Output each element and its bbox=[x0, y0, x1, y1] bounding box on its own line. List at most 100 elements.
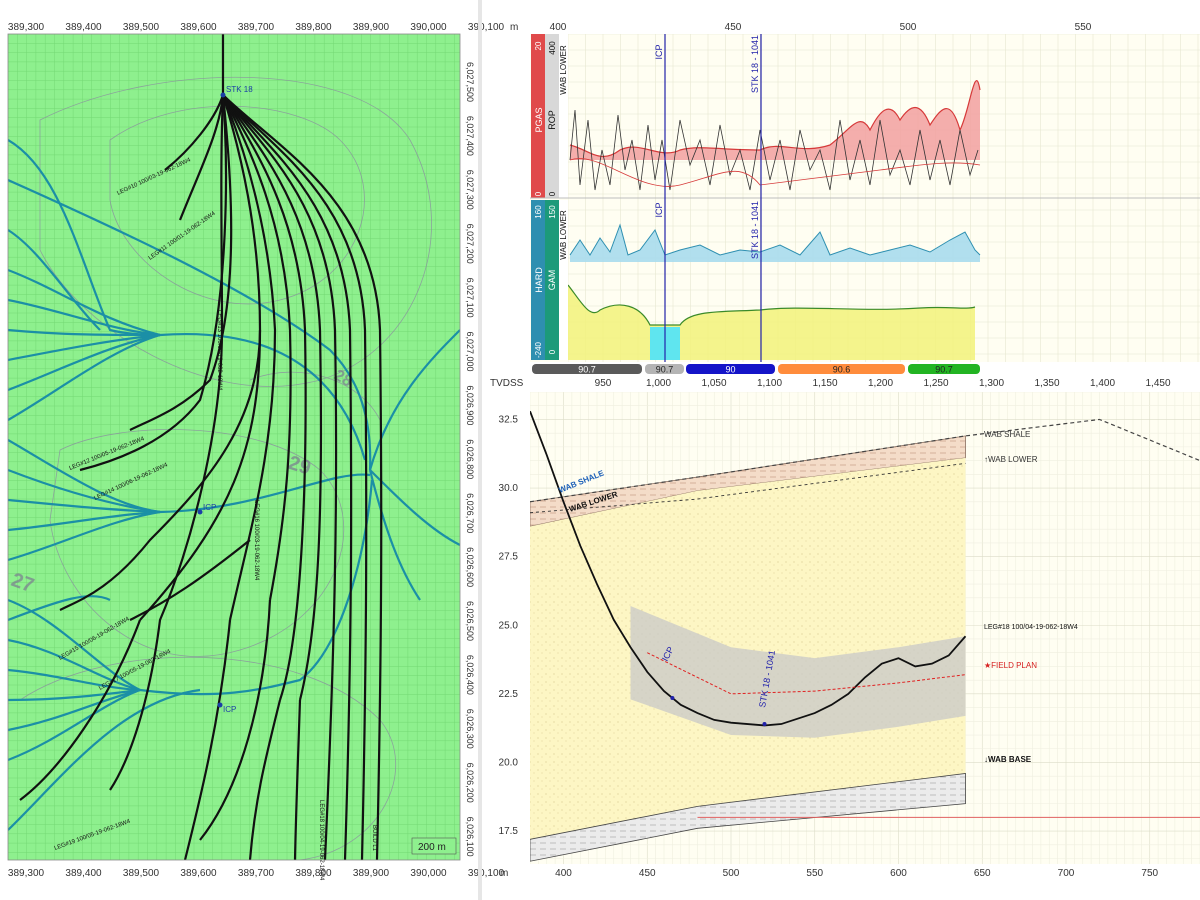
teal-well-trajectory bbox=[8, 688, 141, 762]
dip-segment[interactable]: 90.7 bbox=[532, 364, 642, 375]
map-view[interactable]: 29 27 28 bbox=[0, 0, 505, 900]
teal-well-trajectory bbox=[8, 688, 141, 702]
section-y-axis: 32.5 30.0 27.5 25.0 22.5 20.0 17.5 bbox=[499, 414, 519, 837]
formation-label-right: ↓WAB BASE bbox=[984, 755, 1032, 764]
black-well-trajectory bbox=[59, 329, 262, 611]
x-top-tick-label: 1,150 bbox=[812, 378, 837, 389]
x-tick-label: 400 bbox=[555, 868, 572, 879]
section-x-axis-bottom: 400 450 500 550 600 650 700 750 bbox=[555, 868, 1158, 879]
pgas-thin-curve bbox=[569, 158, 981, 187]
x-tick-label: 650 bbox=[974, 868, 991, 879]
svg-text:90: 90 bbox=[725, 365, 735, 375]
map-x-tick-label: 389,500 bbox=[123, 22, 160, 33]
x-top-tick-label: 1,450 bbox=[1145, 378, 1170, 389]
map-x-tick-label: 389,800 bbox=[295, 868, 332, 879]
scale-bar: 200 m bbox=[411, 837, 457, 855]
teal-well-trajectory bbox=[8, 510, 161, 532]
black-well-trajectory bbox=[222, 94, 383, 860]
map-y-tick-label: 6,027,300 bbox=[465, 170, 475, 210]
rop-label: ROP bbox=[547, 110, 557, 130]
dip-bar[interactable]: 90.7 90.7 90 90.6 90.7 bbox=[532, 364, 980, 375]
black-well-trajectory bbox=[164, 94, 225, 171]
md-unit-label: m bbox=[510, 22, 518, 33]
black-wells[interactable] bbox=[19, 34, 383, 860]
gam-bottom: 0 bbox=[548, 349, 557, 354]
section-series bbox=[530, 410, 967, 727]
x-tick-label: 700 bbox=[1058, 868, 1075, 879]
dip-segment[interactable]: 90.6 bbox=[778, 364, 905, 375]
well-label: LEG#18 100/04-19-062-18W4 bbox=[318, 800, 324, 881]
black-well-trajectory bbox=[19, 619, 142, 801]
panel-divider[interactable] bbox=[478, 0, 482, 900]
dip-segment[interactable]: 90.7 bbox=[645, 364, 684, 375]
gam-header bbox=[545, 200, 559, 360]
x-tick-label: 550 bbox=[806, 868, 823, 879]
dip-segment[interactable]: 90 bbox=[686, 364, 775, 375]
x-top-tick-label: 1,400 bbox=[1090, 378, 1115, 389]
map-y-tick-label: 6,026,100 bbox=[465, 817, 475, 857]
icp-label: ICP bbox=[203, 503, 216, 512]
gam-label: GAM bbox=[547, 270, 557, 291]
map-x-tick-label: 389,900 bbox=[353, 868, 390, 879]
map-y-axis-right: 6,027,500 6,027,400 6,027,300 6,027,200 6,02… bbox=[465, 62, 475, 857]
map-x-tick-label: 389,800 bbox=[295, 22, 332, 33]
section-x-axis-top: 950 1,000 1,050 1,100 1,150 1,200 1,250 1,300 1,… bbox=[595, 378, 1171, 389]
icp-marker-label: ICP bbox=[654, 44, 664, 59]
map-x-axis-top: 389,300 389,400 389,500 389,600 389,700 389,8… bbox=[8, 22, 505, 33]
dip-segment[interactable]: 90.7 bbox=[908, 364, 980, 375]
teal-well-trajectory bbox=[8, 468, 161, 514]
x-axis-title: m bbox=[500, 868, 508, 879]
map-y-tick-label: 6,026,300 bbox=[465, 709, 475, 749]
black-well-trajectory bbox=[293, 699, 302, 860]
map-y-tick-label: 6,026,900 bbox=[465, 385, 475, 425]
map-x-tick-label: 389,600 bbox=[180, 868, 217, 879]
svg-text:90.7: 90.7 bbox=[656, 365, 674, 375]
black-well-trajectory bbox=[220, 94, 225, 331]
teal-well-trajectory bbox=[8, 598, 141, 691]
map-y-tick-label: 6,027,500 bbox=[465, 62, 475, 102]
map-y-tick-label: 6,026,500 bbox=[465, 601, 475, 641]
hard-header bbox=[531, 200, 545, 360]
upper-curves bbox=[569, 80, 981, 191]
pgas-top: 20 bbox=[534, 41, 543, 50]
map-x-tick-label: 390,100 bbox=[468, 22, 505, 33]
svg-text:90.6: 90.6 bbox=[833, 365, 851, 375]
stk-label: STK 18 bbox=[226, 85, 253, 94]
map-x-tick-label: 389,500 bbox=[123, 868, 160, 879]
y-tick-label: 17.5 bbox=[499, 826, 519, 837]
x-top-tick-label: 1,050 bbox=[701, 378, 726, 389]
well-label: BUILD L1 bbox=[371, 825, 377, 852]
black-well-trajectory bbox=[222, 94, 368, 860]
y-tick-label: 27.5 bbox=[499, 552, 519, 563]
y-axis-title: TVDSS bbox=[490, 378, 524, 389]
map-x-tick-label: 390,000 bbox=[410, 22, 447, 33]
gam-top: 150 bbox=[548, 205, 557, 219]
teal-well-trajectory bbox=[8, 229, 101, 331]
teal-well-trajectory bbox=[8, 638, 141, 692]
teal-well-trajectory bbox=[8, 328, 161, 337]
x-top-tick-label: 950 bbox=[595, 378, 612, 389]
map-y-tick-label: 6,026,400 bbox=[465, 655, 475, 695]
cross-section-view[interactable]: 950 1,000 1,050 1,100 1,150 1,200 1,250 1,300 1,… bbox=[490, 378, 1200, 879]
map-x-axis-bottom: 389,300 389,400 389,500 389,600 389,700 389,8… bbox=[8, 868, 505, 879]
teal-well-trajectory bbox=[8, 298, 161, 337]
teal-well-trajectory bbox=[139, 479, 374, 696]
map-y-tick-label: 6,026,700 bbox=[465, 493, 475, 533]
pgas-label: PGAS bbox=[534, 107, 544, 132]
map-x-tick-label: 389,700 bbox=[238, 868, 275, 879]
map-x-tick-label: 389,900 bbox=[353, 22, 390, 33]
gam-curve bbox=[569, 223, 981, 256]
well-trajectory-line bbox=[530, 410, 967, 727]
map-y-tick-label: 6,026,800 bbox=[465, 439, 475, 479]
x-top-tick-label: 1,250 bbox=[923, 378, 948, 389]
scale-label: 200 m bbox=[418, 842, 446, 853]
hard-bottom: -240 bbox=[534, 341, 543, 358]
black-well-trajectory bbox=[222, 94, 353, 860]
map-x-tick-label: 389,400 bbox=[65, 868, 102, 879]
black-well-trajectory bbox=[109, 329, 224, 791]
icp-point bbox=[670, 695, 675, 700]
teal-well-trajectory bbox=[369, 469, 460, 546]
